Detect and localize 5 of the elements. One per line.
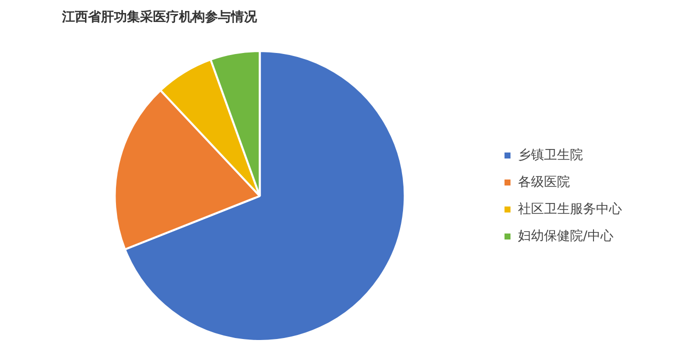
legend-label: 妇幼保健院/中心 [518,228,614,244]
legend-label: 社区卫生服务中心 [518,200,622,217]
legend-label: 乡镇卫生院 [518,148,583,163]
chart-title: 江西省肝功集采医疗机构参与情况 [62,8,257,26]
legend-label: 各级医院 [518,174,570,190]
